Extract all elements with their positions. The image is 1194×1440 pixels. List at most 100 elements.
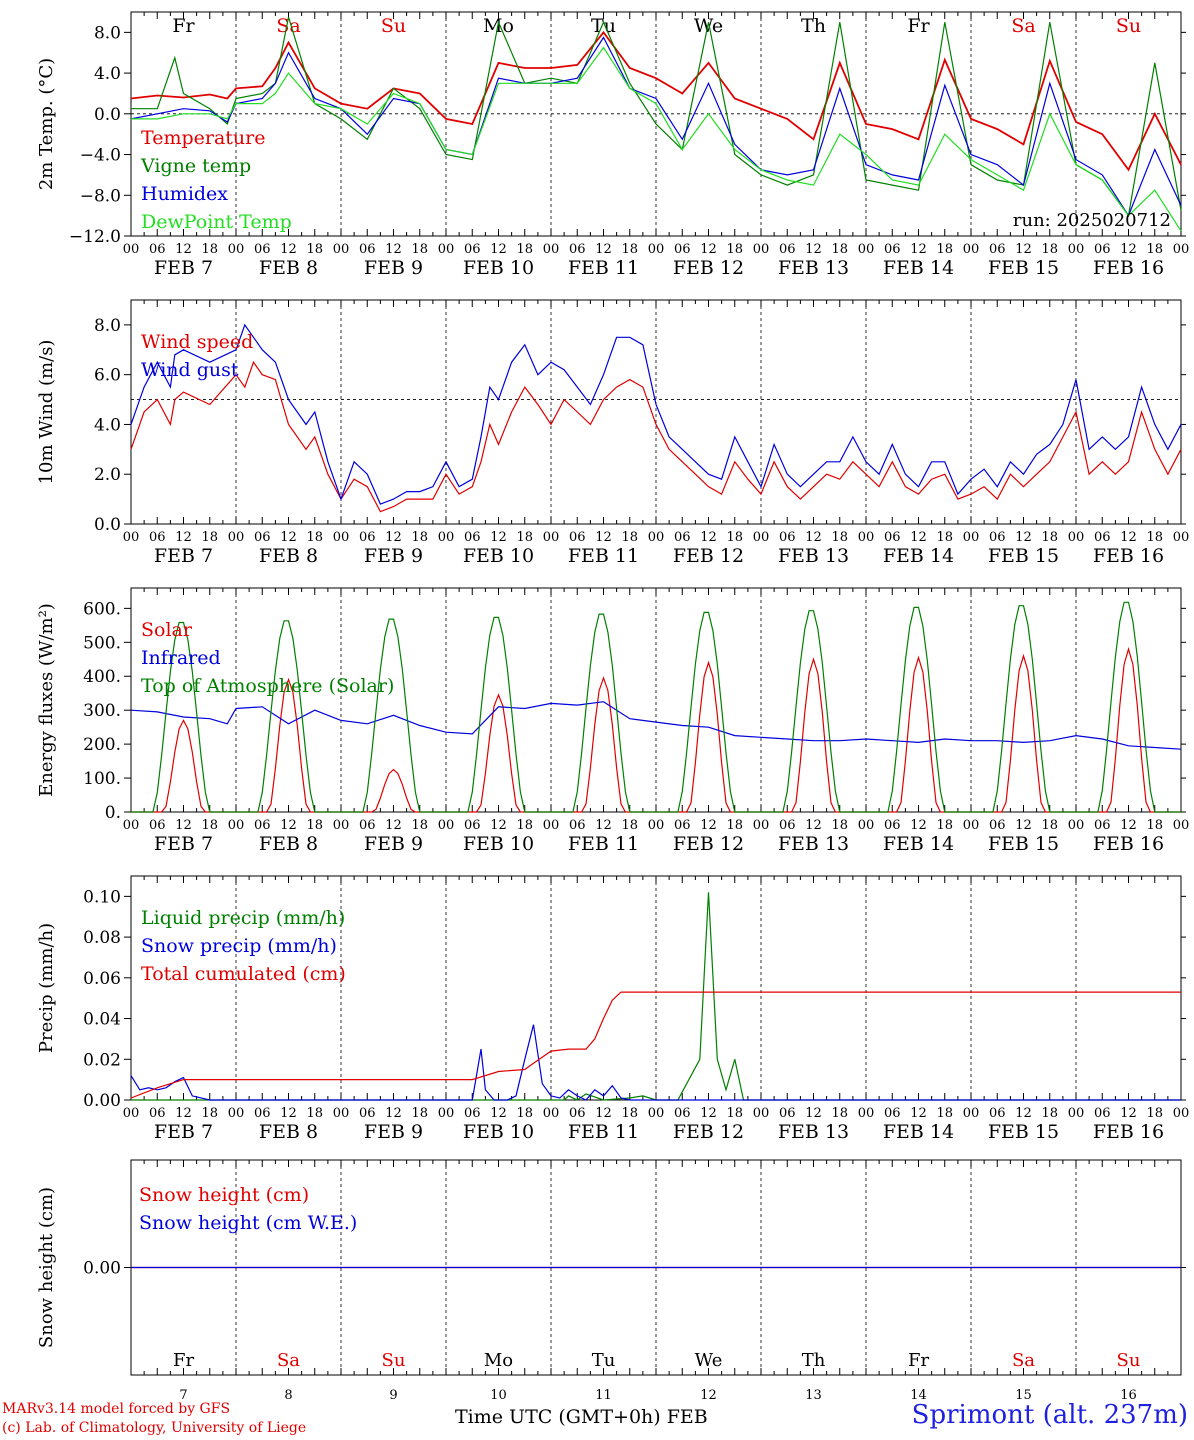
hour-tick-label: 00 [123, 530, 140, 545]
day-of-week-label: We [695, 1350, 723, 1371]
hour-tick-label: 12 [595, 818, 612, 833]
day-of-week-label: Sa [276, 15, 300, 37]
date-label: FEB 8 [259, 833, 318, 855]
y-tick-label: 0.02 [83, 1050, 121, 1070]
hour-tick-label: 06 [569, 1106, 586, 1121]
y-tick-label: 8.0 [94, 23, 121, 43]
hour-tick-label: 12 [490, 818, 507, 833]
day-number-label: 15 [1015, 1388, 1032, 1403]
date-label: FEB 9 [364, 257, 423, 279]
hour-tick-label: 06 [884, 242, 901, 257]
y-tick-label: 0.08 [83, 928, 121, 948]
hour-tick-label: 00 [438, 818, 455, 833]
hour-tick-label: 12 [700, 530, 717, 545]
hour-tick-label: 06 [359, 1106, 376, 1121]
date-label: FEB 11 [568, 833, 639, 855]
hour-tick-label: 18 [1041, 242, 1058, 257]
hour-tick-label: 00 [438, 242, 455, 257]
panel-wind: 0.0 2.0 4.0 6.0 8.0 10m Wind (m/s) 00 06 12 18 00 0… [36, 299, 1190, 567]
hour-tick-label: 06 [254, 242, 271, 257]
hour-tick-label: 00 [1068, 242, 1085, 257]
hour-tick-label: 00 [753, 242, 770, 257]
day-number-label: 12 [700, 1388, 717, 1403]
hour-tick-label: 06 [989, 1106, 1006, 1121]
y-tick-label: 100. [83, 769, 121, 789]
day-of-week-label: Sa [1012, 1350, 1035, 1371]
hour-tick-label: 18 [936, 1106, 953, 1121]
y-tick-label: −8.0 [80, 186, 121, 206]
y-tick-label: 8.0 [94, 316, 121, 336]
hour-tick-label: 12 [595, 242, 612, 257]
hour-tick-label: 18 [516, 242, 533, 257]
hour-tick-label: 00 [648, 242, 665, 257]
y-tick-label: 400. [83, 667, 121, 687]
series-line [131, 16, 1182, 218]
date-label: FEB 11 [568, 1121, 639, 1143]
legend-entry: Wind speed [141, 331, 253, 353]
y-tick-label: 4.0 [94, 64, 121, 84]
hour-tick-label: 18 [831, 242, 848, 257]
hour-tick-label: 00 [648, 530, 665, 545]
date-label: FEB 14 [883, 833, 954, 855]
legend-entry: Infrared [141, 647, 221, 669]
panel-temp: −12.0 −8.0 −4.0 0.0 4.0 8.0 2m Temp. (°C) 00 06 1… [36, 11, 1189, 279]
legend-entry: DewPoint Temp [141, 211, 292, 233]
date-label: FEB 10 [463, 545, 534, 567]
hour-tick-label: 18 [831, 530, 848, 545]
hour-tick-label: 00 [123, 242, 140, 257]
plot-frame [130, 299, 1182, 525]
hour-tick-label: 06 [149, 1106, 166, 1121]
y-tick-label: 0.00 [83, 1091, 121, 1111]
hour-tick-label: 12 [700, 818, 717, 833]
month-label: FEB [666, 1406, 708, 1428]
hour-tick-label: 12 [385, 530, 402, 545]
date-label: FEB 9 [364, 545, 423, 567]
series-line [130, 30, 1182, 172]
y-tick-label: 0.10 [83, 887, 121, 907]
hour-tick-label: 00 [1068, 1106, 1085, 1121]
hour-tick-label: 06 [674, 530, 691, 545]
date-label: FEB 7 [154, 545, 213, 567]
hour-tick-label: 12 [385, 818, 402, 833]
hour-tick-label: 00 [228, 530, 245, 545]
day-number-label: 8 [284, 1388, 292, 1403]
hour-tick-label: 06 [569, 818, 586, 833]
day-number-label: 13 [805, 1388, 822, 1403]
hour-tick-label: 18 [306, 242, 323, 257]
hour-tick-label: 12 [910, 530, 927, 545]
y-tick-label: 600. [83, 599, 121, 619]
hour-tick-label: 06 [674, 242, 691, 257]
hour-tick-label: 18 [411, 1106, 428, 1121]
hour-tick-label: 00 [648, 818, 665, 833]
date-label: FEB 8 [259, 257, 318, 279]
hour-tick-label: 12 [1120, 1106, 1137, 1121]
hour-tick-label: 18 [936, 530, 953, 545]
y-tick-label: −12.0 [69, 227, 121, 247]
hour-tick-label: 12 [805, 530, 822, 545]
hour-tick-label: 06 [1094, 1106, 1111, 1121]
hour-tick-label: 18 [936, 818, 953, 833]
date-label: FEB 8 [259, 545, 318, 567]
hour-tick-label: 06 [254, 530, 271, 545]
date-label: FEB 11 [568, 545, 639, 567]
hour-tick-label: 18 [201, 1106, 218, 1121]
hour-tick-label: 00 [1173, 818, 1190, 833]
hour-tick-label: 18 [726, 818, 743, 833]
hour-tick-label: 18 [621, 818, 638, 833]
date-label: FEB 10 [463, 257, 534, 279]
hour-tick-label: 18 [411, 818, 428, 833]
hour-tick-label: 00 [1173, 530, 1190, 545]
hour-tick-label: 00 [333, 1106, 350, 1121]
hour-tick-label: 12 [175, 242, 192, 257]
hour-tick-label: 06 [359, 242, 376, 257]
hour-tick-label: 00 [963, 1106, 980, 1121]
hour-tick-label: 00 [858, 1106, 875, 1121]
hour-tick-label: 06 [464, 530, 481, 545]
hour-tick-label: 06 [884, 530, 901, 545]
hour-tick-label: 06 [779, 1106, 796, 1121]
hour-tick-label: 18 [1041, 530, 1058, 545]
day-of-week-label: Tu [592, 1350, 616, 1371]
date-label: FEB 16 [1093, 545, 1164, 567]
hour-tick-label: 06 [674, 818, 691, 833]
date-label: FEB 12 [673, 257, 744, 279]
